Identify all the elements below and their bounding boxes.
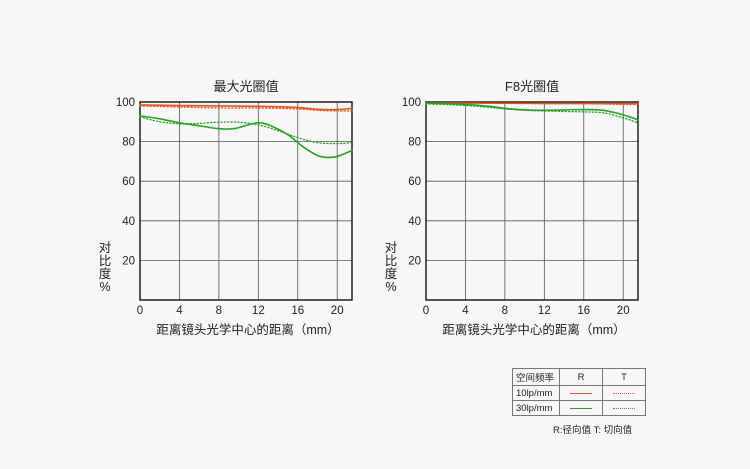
x-tick-label: 8 — [216, 305, 222, 317]
y-tick-label: 20 — [122, 255, 135, 267]
x-tick-label: 12 — [538, 305, 551, 317]
legend-table: 空间频率 R T 10lp/mm 30lp/mm — [512, 368, 646, 416]
legend-col-r: R — [559, 368, 603, 386]
chart-title: F8光圈值 — [505, 79, 559, 94]
series-line-r30 — [425, 102, 639, 121]
y-tick-label: 40 — [122, 216, 135, 228]
swatch-t30-line — [613, 407, 635, 409]
legend-row-10: 10lp/mm — [512, 385, 560, 401]
x-tick-label: 20 — [331, 305, 344, 317]
x-tick-label: 4 — [176, 305, 183, 317]
swatch-r10-line — [570, 392, 592, 394]
chart-2: F8光圈值 0 4 8 12 16 20 20 40 60 80 100 距离镜头光学中心的距离（mm）… — [385, 79, 639, 337]
series-line-r10 — [139, 104, 353, 111]
series-line-r30 — [139, 115, 353, 159]
y-tick-label: 100 — [402, 97, 421, 109]
series-line-t30 — [139, 116, 353, 145]
x-tick-label: 12 — [252, 305, 265, 317]
y-tick-label: 20 — [408, 255, 421, 267]
legend-swatch-t30 — [602, 400, 646, 416]
swatch-r30-line — [570, 407, 592, 409]
x-axis-label: 距离镜头光学中心的距离（mm） — [156, 322, 339, 337]
x-tick-label: 0 — [137, 305, 143, 317]
y-tick-label: 60 — [408, 176, 421, 188]
series-line-t10 — [139, 105, 353, 112]
swatch-t10-line — [613, 392, 635, 394]
series-line-t10 — [425, 102, 639, 106]
y-tick-label: 100 — [116, 97, 135, 109]
legend-swatch-t10 — [602, 385, 646, 401]
legend-header: 空间频率 — [512, 368, 560, 386]
series-line-t30 — [425, 103, 639, 124]
legend-note: R:径向值 T: 切向值 — [553, 425, 633, 436]
x-tick-label: 16 — [291, 305, 304, 317]
legend-col-t: T — [602, 368, 646, 386]
y-tick-label: 80 — [408, 137, 421, 149]
y-tick-label: 40 — [408, 216, 421, 228]
x-tick-label: 4 — [462, 305, 469, 317]
plot-frame — [425, 101, 639, 301]
x-tick-label: 20 — [617, 305, 630, 317]
y-tick-label: 60 — [122, 176, 135, 188]
y-tick-label: 80 — [122, 137, 135, 149]
series-line-r10 — [425, 102, 639, 105]
x-tick-label: 8 — [502, 305, 508, 317]
legend-row-30: 30lp/mm — [512, 400, 560, 416]
legend-swatch-r10 — [559, 385, 603, 401]
x-tick-label: 16 — [577, 305, 590, 317]
y-axis-label: 对比度% — [99, 241, 112, 294]
chart-title: 最大光圈值 — [213, 79, 278, 94]
y-axis-label: 对比度% — [385, 241, 398, 294]
chart-1: 最大光圈值 0 4 8 12 16 20 20 40 60 80 100 距离镜头光学中心的距离（mm）… — [99, 79, 353, 337]
x-tick-label: 0 — [423, 305, 429, 317]
x-axis-label: 距离镜头光学中心的距离（mm） — [442, 322, 625, 337]
legend-swatch-r30 — [559, 400, 603, 416]
plot-frame — [139, 101, 353, 301]
